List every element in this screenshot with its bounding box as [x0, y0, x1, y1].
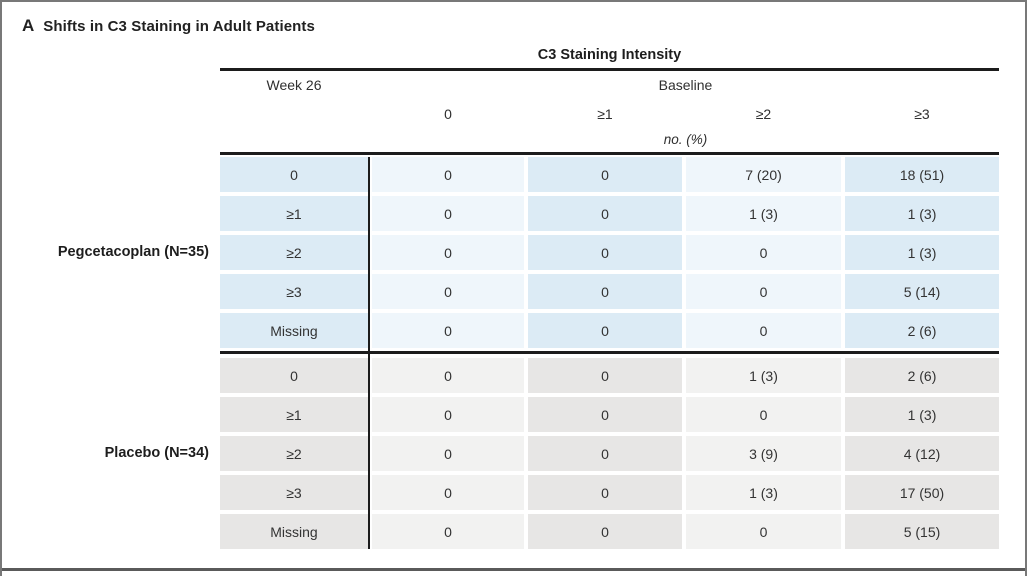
data-cell: 0	[686, 514, 841, 549]
panel-header: A Shifts in C3 Staining in Adult Patient…	[22, 16, 315, 36]
data-cell: 0	[686, 313, 841, 348]
data-cell: 5 (15)	[845, 514, 999, 549]
data-cell: 18 (51)	[845, 157, 999, 192]
panel-title: Shifts in C3 Staining in Adult Patients	[43, 18, 315, 35]
data-cell: 0	[528, 235, 682, 270]
data-cell: 1 (3)	[845, 235, 999, 270]
row-label-cell: ≥3	[220, 274, 368, 309]
column-header-1: ≥1	[597, 106, 613, 122]
column-header-0: 0	[444, 106, 452, 122]
row-label-cell: ≥2	[220, 436, 368, 471]
data-cell: 0	[372, 313, 524, 348]
column-header-3: ≥3	[914, 106, 930, 122]
data-cell: 0	[372, 475, 524, 510]
row-label-cell: 0	[220, 358, 368, 393]
data-cell: 0	[528, 436, 682, 471]
data-cell: 1 (3)	[845, 397, 999, 432]
data-cell: 0	[372, 514, 524, 549]
data-cell: 4 (12)	[845, 436, 999, 471]
data-cell: 2 (6)	[845, 358, 999, 393]
group-label-pegcetacoplan: Pegcetacoplan (N=35)	[57, 244, 209, 260]
data-cell: 0	[372, 436, 524, 471]
data-cell: 1 (3)	[686, 196, 841, 231]
row-label-cell: Missing	[220, 514, 368, 549]
col-axis-label: Baseline	[658, 77, 713, 93]
data-cell: 0	[686, 274, 841, 309]
data-cell: 7 (20)	[686, 157, 841, 192]
data-cell: 0	[686, 397, 841, 432]
data-cell: 0	[528, 514, 682, 549]
column-header-2: ≥2	[755, 106, 772, 122]
data-cell: 17 (50)	[845, 475, 999, 510]
data-cell: 1 (3)	[845, 196, 999, 231]
vertical-divider-line	[368, 157, 370, 549]
data-cell: 0	[372, 157, 524, 192]
data-cell: 5 (14)	[845, 274, 999, 309]
data-cell: 0	[372, 274, 524, 309]
group-label-placebo: Placebo (N=34)	[104, 445, 209, 461]
header-rule-bottom	[220, 152, 999, 155]
data-cell: 0	[528, 313, 682, 348]
row-label-cell: ≥1	[220, 196, 368, 231]
data-cell: 0	[528, 358, 682, 393]
data-cell: 0	[372, 235, 524, 270]
row-label-cell: 0	[220, 157, 368, 192]
data-cell: 0	[372, 358, 524, 393]
data-cell: 0	[372, 196, 524, 231]
header-rule-top	[220, 68, 999, 71]
table-title: C3 Staining Intensity	[537, 47, 682, 63]
row-label-cell: ≥1	[220, 397, 368, 432]
data-cell: 1 (3)	[686, 475, 841, 510]
row-axis-label: Week 26	[266, 77, 322, 93]
section-divider-rule	[220, 351, 999, 354]
unit-label: no. (%)	[663, 132, 708, 147]
data-cell: 0	[528, 196, 682, 231]
data-cell: 2 (6)	[845, 313, 999, 348]
data-cell: 0	[528, 397, 682, 432]
panel-letter: A	[22, 16, 35, 35]
row-label-cell: ≥3	[220, 475, 368, 510]
data-cell: 0	[372, 397, 524, 432]
data-cell: 0	[528, 157, 682, 192]
data-cell: 0	[528, 274, 682, 309]
row-label-cell: ≥2	[220, 235, 368, 270]
panel-bottom-divider	[2, 568, 1025, 571]
column-headers-row: 0 ≥1 ≥2 ≥3	[220, 106, 999, 124]
axis-labels-row: Week 26 Baseline	[220, 77, 999, 95]
data-cell: 0	[686, 235, 841, 270]
data-cell: 1 (3)	[686, 358, 841, 393]
data-cell: 3 (9)	[686, 436, 841, 471]
data-cell: 0	[528, 475, 682, 510]
row-label-cell: Missing	[220, 313, 368, 348]
